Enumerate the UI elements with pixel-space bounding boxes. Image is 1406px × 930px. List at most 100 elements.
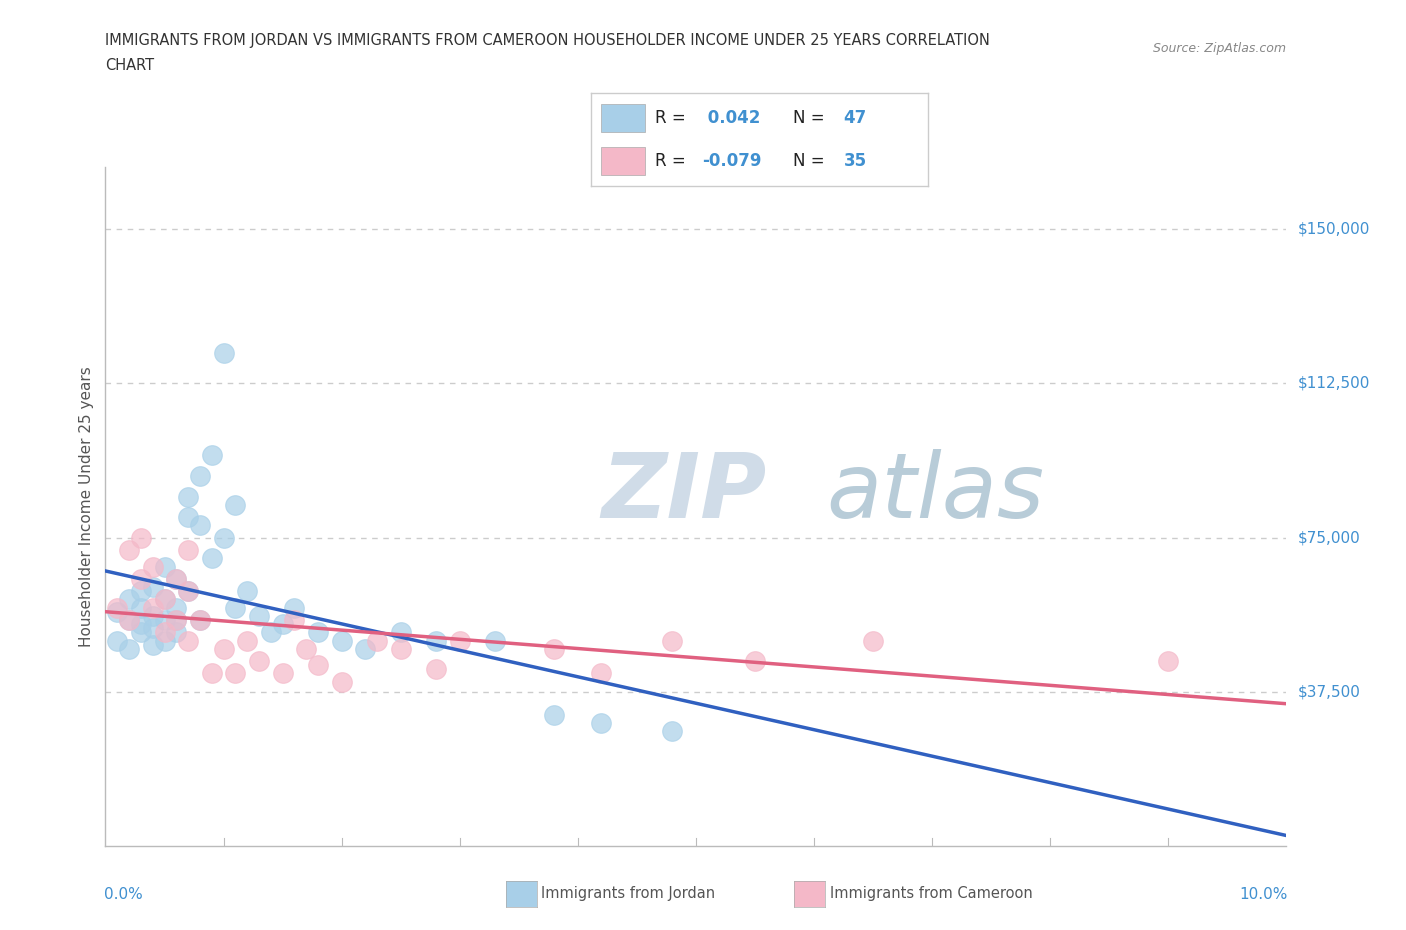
Point — [330, 674, 353, 689]
Point — [142, 621, 165, 636]
Point — [744, 654, 766, 669]
Point — [212, 642, 235, 657]
Point — [177, 584, 200, 599]
Point — [153, 625, 176, 640]
Text: IMMIGRANTS FROM JORDAN VS IMMIGRANTS FROM CAMEROON HOUSEHOLDER INCOME UNDER 25 Y: IMMIGRANTS FROM JORDAN VS IMMIGRANTS FRO… — [105, 33, 990, 47]
Point — [201, 666, 224, 681]
Point — [354, 642, 377, 657]
Point — [153, 613, 176, 628]
Point — [165, 600, 187, 615]
Text: ZIP: ZIP — [602, 449, 766, 538]
Point — [118, 613, 141, 628]
Text: R =: R = — [655, 152, 690, 170]
Point — [129, 600, 152, 615]
Text: CHART: CHART — [105, 58, 155, 73]
Point — [260, 625, 283, 640]
Point — [449, 633, 471, 648]
Point — [484, 633, 506, 648]
Point — [661, 633, 683, 648]
Point — [425, 633, 447, 648]
Point — [129, 584, 152, 599]
Point — [153, 592, 176, 607]
Text: R =: R = — [655, 109, 690, 127]
Point — [212, 345, 235, 360]
Point — [188, 613, 211, 628]
Point — [118, 592, 141, 607]
Point — [165, 625, 187, 640]
Point — [389, 642, 412, 657]
FancyBboxPatch shape — [600, 147, 644, 175]
Point — [153, 633, 176, 648]
Point — [283, 600, 305, 615]
Point — [153, 559, 176, 574]
Point — [177, 633, 200, 648]
Point — [307, 625, 329, 640]
Point — [129, 571, 152, 586]
Point — [591, 715, 613, 730]
Text: $150,000: $150,000 — [1298, 221, 1369, 236]
Point — [224, 600, 246, 615]
Text: Source: ZipAtlas.com: Source: ZipAtlas.com — [1153, 42, 1286, 55]
Point — [330, 633, 353, 648]
Point — [661, 724, 683, 738]
Point — [591, 666, 613, 681]
Y-axis label: Householder Income Under 25 years: Householder Income Under 25 years — [79, 366, 94, 647]
Point — [1157, 654, 1180, 669]
Point — [188, 613, 211, 628]
FancyBboxPatch shape — [600, 104, 644, 132]
Point — [142, 637, 165, 652]
Point — [105, 600, 128, 615]
Point — [105, 633, 128, 648]
Text: atlas: atlas — [825, 449, 1043, 538]
Point — [201, 551, 224, 565]
Text: -0.079: -0.079 — [702, 152, 762, 170]
Point — [247, 608, 270, 623]
Point — [307, 658, 329, 672]
Point — [543, 707, 565, 722]
Text: N =: N = — [793, 152, 830, 170]
Point — [271, 666, 294, 681]
Point — [389, 625, 412, 640]
Text: 10.0%: 10.0% — [1239, 887, 1288, 902]
Point — [224, 666, 246, 681]
Point — [212, 530, 235, 545]
Point — [862, 633, 884, 648]
Text: N =: N = — [793, 109, 830, 127]
Point — [224, 498, 246, 512]
Text: 0.0%: 0.0% — [104, 887, 143, 902]
Point — [165, 571, 187, 586]
Point — [543, 642, 565, 657]
Point — [153, 592, 176, 607]
Point — [201, 448, 224, 463]
Point — [142, 608, 165, 623]
Point — [118, 642, 141, 657]
Point — [118, 542, 141, 557]
Point — [165, 613, 187, 628]
Text: 47: 47 — [844, 109, 868, 127]
Text: Immigrants from Jordan: Immigrants from Jordan — [541, 886, 716, 901]
Text: $75,000: $75,000 — [1298, 530, 1361, 545]
Point — [236, 633, 259, 648]
Point — [129, 617, 152, 631]
Point — [129, 625, 152, 640]
Text: 35: 35 — [844, 152, 866, 170]
Point — [271, 617, 294, 631]
Point — [177, 584, 200, 599]
Point — [129, 530, 152, 545]
Point — [177, 542, 200, 557]
Point — [118, 613, 141, 628]
Text: $112,500: $112,500 — [1298, 376, 1369, 391]
Point — [105, 604, 128, 619]
Point — [188, 469, 211, 484]
Point — [142, 559, 165, 574]
Text: Immigrants from Cameroon: Immigrants from Cameroon — [830, 886, 1032, 901]
Point — [188, 518, 211, 533]
Point — [142, 579, 165, 594]
Point — [177, 510, 200, 525]
Point — [366, 633, 388, 648]
Text: $37,500: $37,500 — [1298, 684, 1361, 699]
Point — [425, 662, 447, 677]
Point — [177, 489, 200, 504]
Text: 0.042: 0.042 — [702, 109, 761, 127]
Point — [283, 613, 305, 628]
